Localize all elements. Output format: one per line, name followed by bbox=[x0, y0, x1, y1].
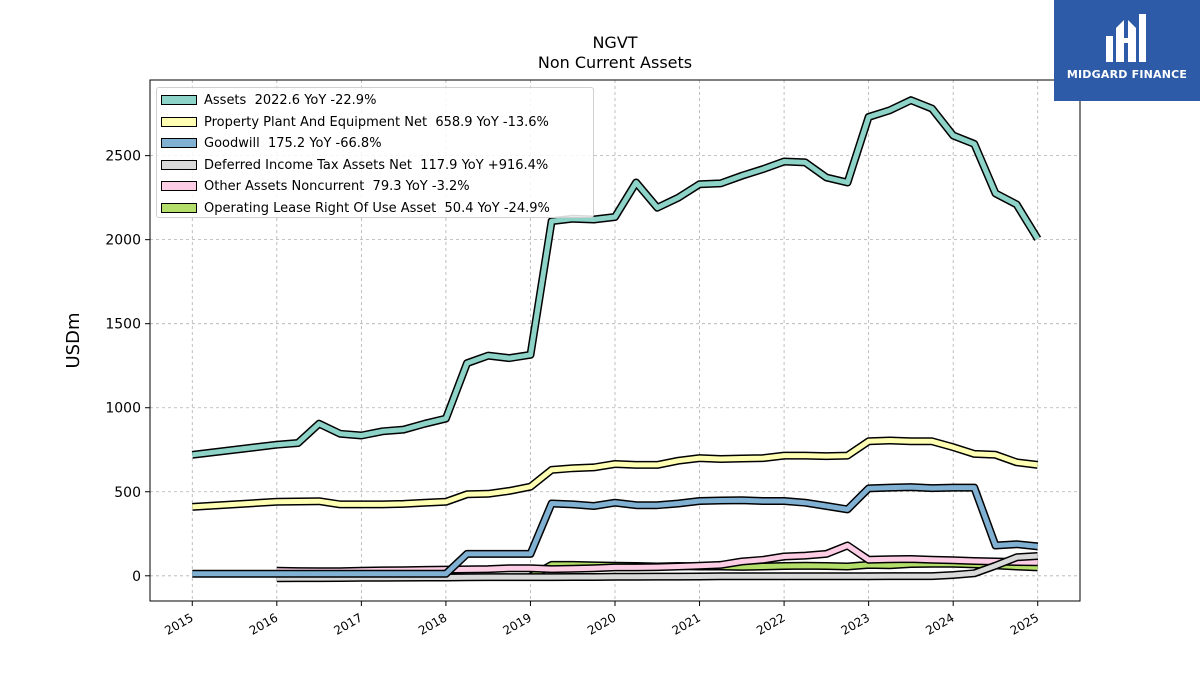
y-tick-label: 2000 bbox=[105, 233, 141, 249]
legend-entry: Assets 2022.6 YoY -22.9% bbox=[157, 92, 593, 110]
chart-subtitle: Non Current Assets bbox=[537, 53, 693, 72]
y-axis-label: USDm bbox=[63, 313, 84, 369]
legend-entry: Goodwill 175.2 YoY -66.8% bbox=[157, 135, 593, 153]
legend-swatch bbox=[161, 138, 197, 148]
x-tick-label: 2022 bbox=[754, 610, 787, 637]
y-tick-label: 500 bbox=[114, 485, 141, 501]
legend-swatch bbox=[161, 159, 197, 170]
series-line bbox=[192, 97, 1040, 458]
legend-entry: Other Assets Noncurrent 79.3 YoY -3.2% bbox=[157, 178, 593, 196]
legend-label: Assets 2022.6 YoY -22.9% bbox=[204, 93, 377, 108]
legend-label: Other Assets Noncurrent 79.3 YoY -3.2% bbox=[204, 179, 470, 194]
legend-entry: Property Plant And Equipment Net 658.9 Y… bbox=[157, 114, 593, 132]
legend-label: Operating Lease Right Of Use Asset 50.4 … bbox=[204, 200, 550, 216]
series-line bbox=[192, 438, 1039, 510]
x-tick-label: 2017 bbox=[331, 610, 364, 637]
y-tick-label: 0 bbox=[132, 569, 141, 585]
x-tick-label: 2016 bbox=[247, 610, 280, 637]
x-tick-label: 2019 bbox=[501, 610, 534, 637]
y-tick-label: 1500 bbox=[105, 317, 141, 333]
legend-entry: Deferred Income Tax Assets Net 117.9 YoY… bbox=[157, 157, 593, 175]
legend-label: Goodwill 175.2 YoY -66.8% bbox=[204, 136, 382, 151]
x-tick-label: 2018 bbox=[416, 610, 449, 637]
chart-legend: Assets 2022.6 YoY -22.9% Property Plant A… bbox=[156, 87, 594, 218]
legend-entry: Operating Lease Right Of Use Asset 50.4 … bbox=[157, 200, 593, 218]
x-tick-label: 2024 bbox=[923, 610, 956, 637]
brand-mark-icon bbox=[1106, 14, 1146, 62]
series-line bbox=[192, 484, 1038, 577]
x-tick-label: 2015 bbox=[162, 610, 195, 637]
chart-title: NGVT bbox=[592, 33, 638, 52]
x-tick-label: 2021 bbox=[670, 610, 703, 637]
brand-name: MIDGARD FINANCE bbox=[1066, 68, 1188, 81]
legend-label: Property Plant And Equipment Net 658.9 Y… bbox=[204, 114, 549, 130]
y-tick-label: 1000 bbox=[105, 401, 141, 417]
legend-swatch bbox=[161, 95, 197, 105]
legend-swatch bbox=[161, 202, 197, 213]
x-tick-label: 2025 bbox=[1008, 610, 1041, 637]
brand-logo: MIDGARD FINANCE bbox=[1054, 0, 1200, 101]
legend-swatch bbox=[161, 181, 197, 191]
legend-swatch bbox=[161, 116, 197, 127]
y-tick-label: 2500 bbox=[105, 149, 141, 165]
x-tick-label: 2020 bbox=[585, 610, 618, 637]
x-tick-label: 2023 bbox=[839, 610, 872, 637]
legend-label: Deferred Income Tax Assets Net 117.9 YoY… bbox=[204, 157, 549, 173]
